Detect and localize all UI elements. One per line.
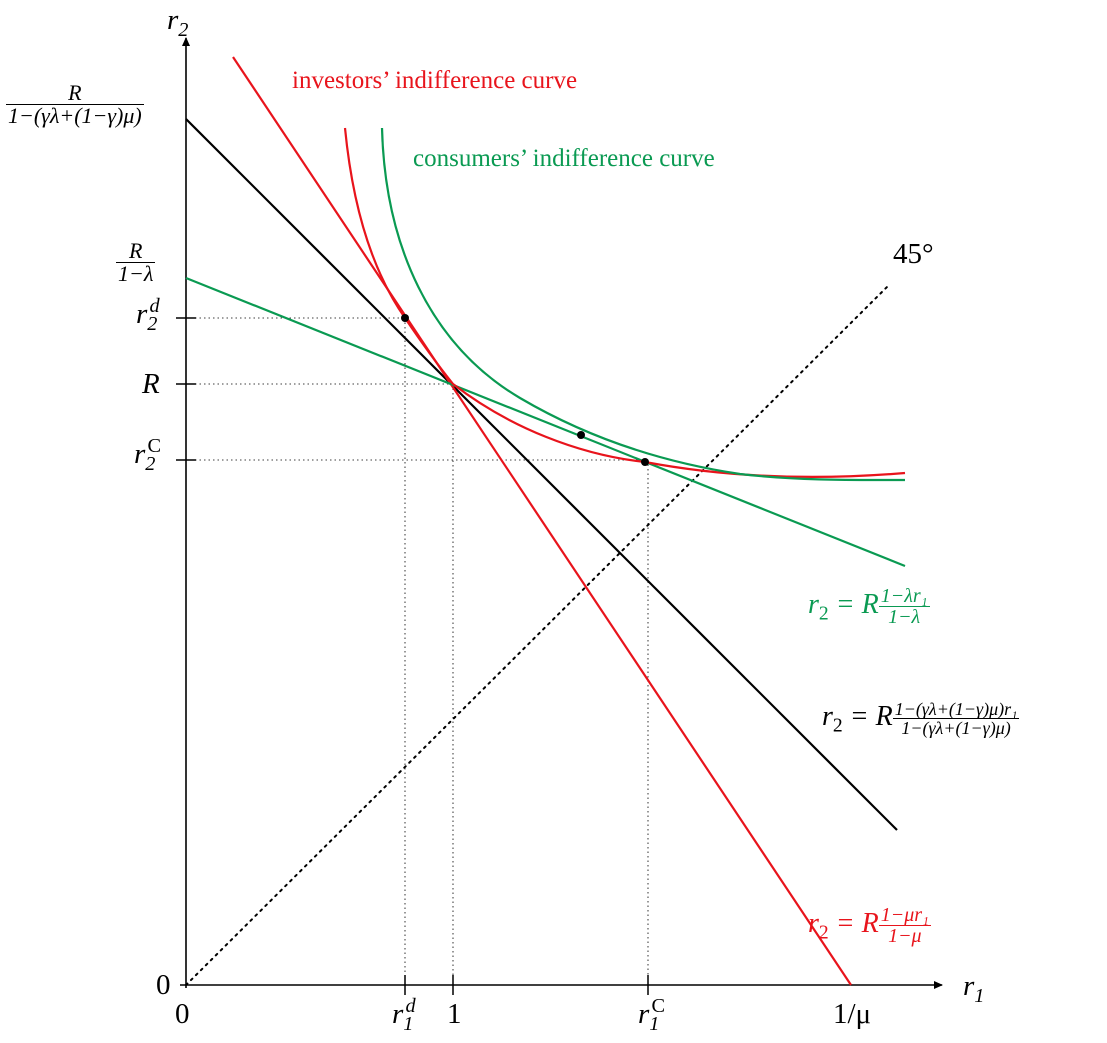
origin-x-label: 0 bbox=[175, 998, 190, 1030]
axis-ticks bbox=[176, 317, 649, 995]
y-tick-r2C: r2C bbox=[134, 435, 161, 475]
y-axis-label: r2 bbox=[167, 4, 189, 41]
red-line-equation: r2 = R 1−μr₁ 1−μ bbox=[808, 904, 931, 947]
x-tick-one-over-mu: 1/μ bbox=[833, 998, 872, 1030]
consumers-curve-label: consumers’ indifference curve bbox=[413, 145, 715, 172]
forty-five-degree-line bbox=[185, 283, 891, 986]
x-tick-r1C: r1C bbox=[638, 995, 665, 1035]
point-r1C-r2C bbox=[641, 458, 649, 466]
y-tick-mid-fraction: R 1−λ bbox=[116, 238, 156, 286]
x-tick-r1d: r1d bbox=[392, 995, 416, 1035]
investors-indifference-curve bbox=[343, 127, 906, 478]
point-r1d-r2d bbox=[401, 314, 409, 322]
consumers-indifference-curve bbox=[380, 127, 906, 482]
red-line bbox=[232, 56, 852, 986]
x-tick-one: 1 bbox=[447, 998, 462, 1030]
green-line bbox=[185, 276, 906, 568]
x-axis-label: r1 bbox=[963, 970, 985, 1007]
angle-45-label: 45° bbox=[893, 238, 934, 270]
point-consumer-tangency bbox=[577, 431, 585, 439]
y-tick-r2d: r2d bbox=[136, 295, 160, 335]
investors-curve-label: investors’ indifference curve bbox=[292, 67, 578, 94]
y-tick-top-fraction: R 1−(γλ+(1−γ)μ) bbox=[6, 80, 144, 128]
black-line-equation: r2 = R 1−(γλ+(1−γ)μ)r₁ 1−(γλ+(1−γ)μ) bbox=[822, 699, 1020, 738]
green-line-equation: r2 = R 1−λr₁ 1−λ bbox=[808, 585, 930, 628]
y-tick-R: R bbox=[142, 368, 160, 400]
origin-y-label: 0 bbox=[156, 969, 171, 1001]
black-line bbox=[185, 118, 898, 831]
guide-lines bbox=[186, 317, 649, 985]
